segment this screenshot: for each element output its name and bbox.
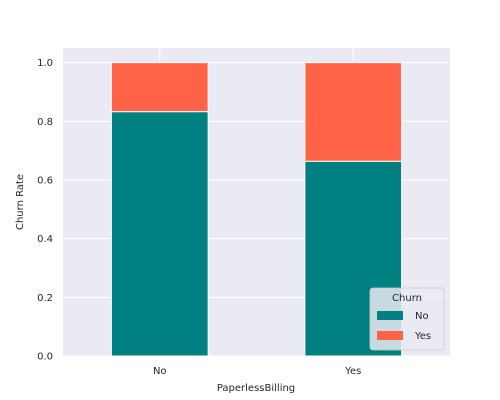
x-axis-label: PaperlessBilling (217, 383, 295, 394)
legend-swatch-yes (377, 331, 403, 340)
y-tick-label: 0.0 (37, 352, 53, 363)
legend-label-yes: Yes (414, 331, 431, 342)
bar-no-no (110, 111, 209, 357)
bars (110, 62, 403, 357)
y-tick-label: 0.2 (37, 293, 53, 304)
legend-swatch-no (377, 311, 403, 320)
bar-yes-yes (304, 62, 403, 162)
legend: Churn No Yes (369, 287, 445, 351)
legend-title: Churn (392, 293, 422, 304)
y-tick-label: 0.4 (37, 234, 53, 245)
legend-label-no: No (415, 311, 429, 322)
y-tick-label: 0.8 (37, 117, 53, 128)
x-tick-label: No (153, 366, 167, 377)
y-tick-label: 0.6 (37, 176, 53, 187)
x-tick-label: Yes (344, 366, 361, 377)
y-tick-label: 1.0 (37, 58, 53, 69)
y-tick-labels: 0.0 0.2 0.4 0.6 0.8 1.0 (37, 58, 53, 362)
y-axis-label: Churn Rate (15, 174, 26, 230)
bar-no-yes (110, 62, 209, 113)
x-tick-labels: No Yes (153, 366, 361, 377)
